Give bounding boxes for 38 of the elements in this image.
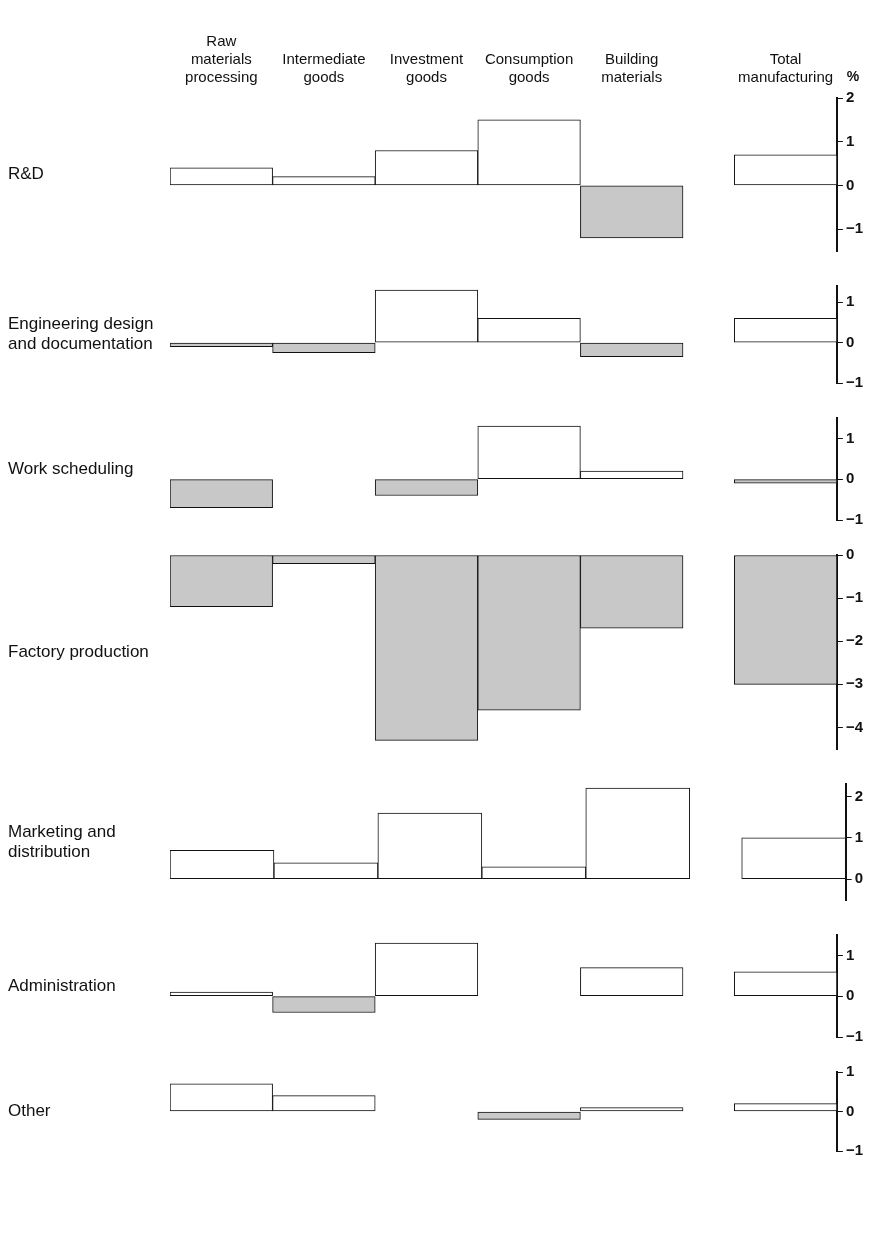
x-tick-label: Building materials [601,50,663,86]
y-axis-title: Work scheduling [8,458,134,478]
y-tick-label: −1 [845,1027,864,1045]
y-tick-label: 1 [845,1062,855,1080]
y-tick-label: −1 [845,1141,864,1159]
y-tick-label: 0 [845,545,855,563]
x-tick-label: Investment goods [389,50,465,86]
y-axis-title: Administration [8,975,116,995]
y-tick-label: 0 [845,332,855,350]
y-tick-label: 1 [845,292,855,310]
y-tick-label: 2 [845,88,855,106]
y-tick-label: 0 [854,869,863,887]
y-axis-title: Marketing and distribution [8,821,116,861]
y-tick-label: 1 [845,131,855,149]
y-tick-label: 0 [845,469,855,487]
x-tick-label: Total manufacturing [738,50,834,86]
y-tick-label: −4 [845,717,864,735]
y-tick-label: −1 [845,373,864,391]
y-tick-label: −1 [845,510,864,528]
y-tick-label: −1 [845,588,864,606]
text: % [846,67,860,84]
y-tick-label: 0 [845,175,855,193]
y-tick-label: 0 [845,1101,855,1119]
y-axis-title: Other [8,1101,51,1121]
y-axis-title: Engineering design and documentation [8,314,154,354]
y-tick-label: 1 [845,945,855,963]
y-tick-label: 1 [854,828,863,845]
x-tick-label: Intermediate goods [282,50,366,86]
x-tick-label: Raw materials processing [185,32,258,86]
y-tick-label: −1 [845,219,864,237]
y-axis-title: R&D [8,164,44,184]
y-tick-label: −2 [845,631,864,649]
y-tick-label: −3 [845,674,864,692]
y-tick-label: 1 [845,428,855,446]
y-tick-label: 0 [845,986,855,1004]
x-tick-label: Consumption goods [484,50,574,86]
y-tick-label: 2 [854,786,863,804]
y-axis-title: Factory production [8,641,149,661]
